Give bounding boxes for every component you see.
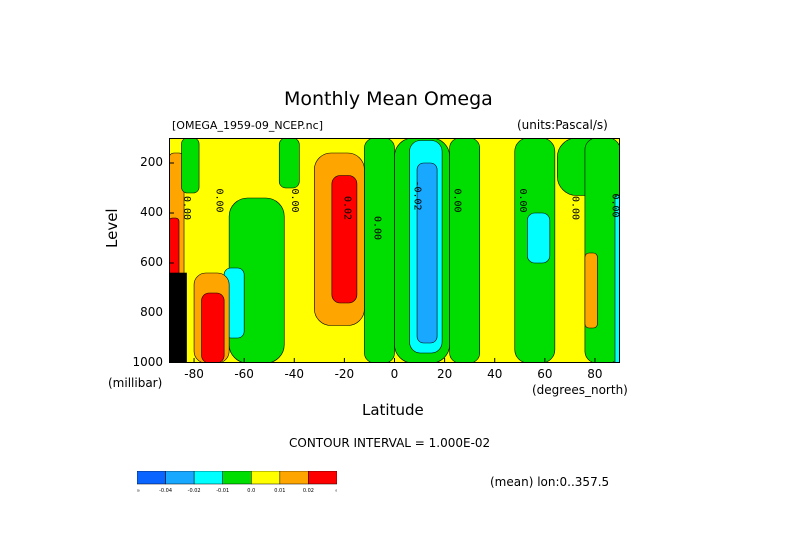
x-tick-label: -80 (184, 367, 204, 381)
colorbar-swatch (193, 471, 223, 485)
region-cyan-mid-n (526, 212, 551, 264)
y-units-label: (millibar) (108, 376, 163, 390)
colorbar-label: ∞ (335, 488, 337, 493)
region-orange-pol-n (584, 252, 598, 329)
y-axis-label: Level (103, 208, 121, 248)
x-tick-label: 60 (537, 367, 553, 381)
x-tick-label: 20 (436, 367, 453, 381)
dataset-label: [OMEGA_1959-09_NCEP.nc] (172, 119, 323, 132)
y-tick-label: 200 (140, 155, 163, 169)
colorbar-label: 0.0 (247, 488, 255, 493)
chart-title: Monthly Mean Omega (284, 88, 493, 110)
region-green-col-2 (278, 138, 300, 189)
x-tick-label: -20 (334, 367, 355, 381)
region-green-sw (181, 138, 200, 194)
region-red-trop-s (331, 175, 358, 304)
tick-marks (169, 162, 596, 363)
contour-label: 0.00 (289, 188, 300, 212)
contour-label-layer: 0.00 0.00 0.00 0.02 0.00 -0.02 0.00 0.00 0.00 0.0… (181, 180, 620, 240)
y-tick-label: 1000 (132, 355, 163, 369)
colorbar-label: -∞ (137, 488, 140, 493)
colorbar-swatch (251, 471, 281, 485)
x-tick-label: -40 (284, 367, 305, 381)
y-tick-label: 400 (140, 205, 163, 219)
x-tick-label: 40 (487, 367, 503, 381)
colorbar-swatch (308, 471, 337, 485)
region-red-sw (201, 292, 225, 363)
contour-fill-layer (169, 138, 620, 363)
x-tick-label: -60 (234, 367, 254, 381)
x-axis-label: Latitude (362, 401, 424, 419)
colorbar-swatch (279, 471, 309, 485)
contour-label: 0.00 (517, 188, 528, 212)
contour-label: 0.00 (452, 188, 463, 212)
y-tick-label: 800 (140, 305, 163, 319)
contour-label: -0.02 (412, 180, 423, 210)
y-tick-label: 600 (140, 255, 163, 269)
colorbar-swatch (165, 471, 195, 485)
contour-label: 0.00 (181, 196, 192, 220)
region-blue-itcz (416, 162, 438, 344)
units-label: (units:Pascal/s) (517, 118, 608, 132)
x-tick-label: 80 (587, 367, 603, 381)
contour-label: 0.00 (371, 216, 382, 240)
colorbar-label: 0.02 (303, 488, 314, 493)
colorbar-swatch (222, 471, 252, 485)
contour-interval-text: CONTOUR INTERVAL = 1.000E-02 (289, 436, 491, 450)
region-green-sub-n (449, 138, 480, 363)
colorbar: -∞ -0.04 -0.02 -0.01 0.0 0.01 0.02 ∞ (137, 471, 337, 493)
colorbar-label: -0.04 (159, 488, 172, 493)
colorbar-label: -0.01 (216, 488, 229, 493)
region-green-trop-s (364, 138, 395, 363)
colorbar-swatch (137, 471, 166, 485)
contour-label: 0.00 (609, 193, 620, 217)
x-units-label: (degrees_north) (532, 383, 628, 397)
colorbar-label: -0.02 (188, 488, 201, 493)
contour-label: 0.00 (214, 188, 225, 212)
region-cyan-pole-n (614, 195, 620, 363)
mean-text: (mean) lon:0..357.5 (490, 475, 610, 489)
x-tick-label: 0 (390, 367, 399, 381)
contour-label: 0.02 (341, 196, 352, 220)
colorbar-label: 0.01 (274, 488, 285, 493)
plot-area: 0.00 0.00 0.00 0.02 0.00 -0.02 0.00 0.00 0.00 0.0… (169, 138, 620, 363)
contour-label: 0.00 (569, 196, 580, 220)
region-missing-left (169, 272, 187, 363)
